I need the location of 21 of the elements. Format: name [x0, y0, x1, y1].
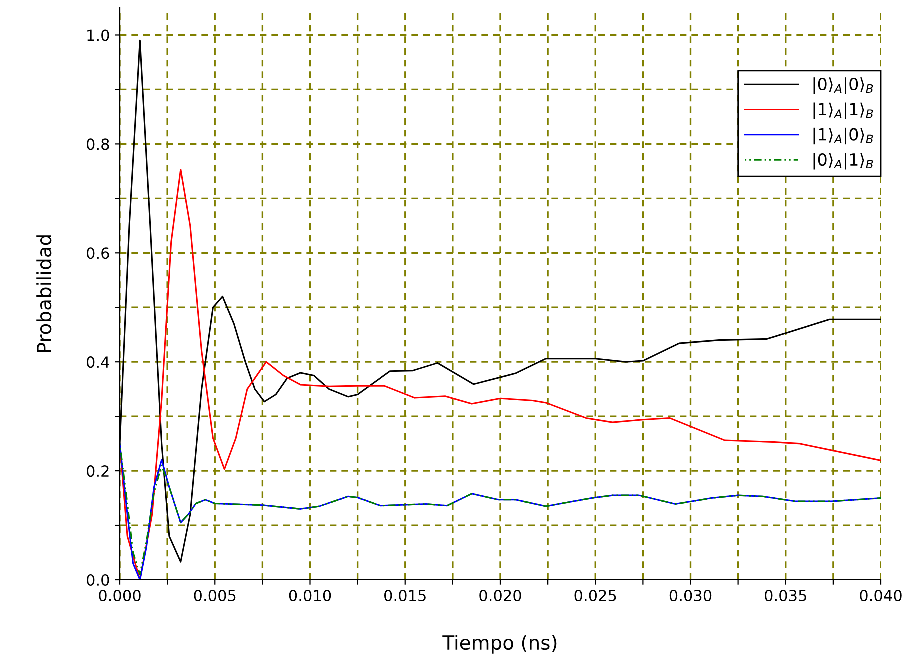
y-axis-title: Probabilidad	[36, 236, 52, 352]
x-tick-label: 0.035	[765, 590, 806, 602]
x-axis-title: Tiempo (ns)	[442, 635, 557, 654]
y-tick-label: 0.2	[86, 466, 109, 478]
legend-label: |1⟩$_{A}$|0⟩$_{B}$	[814, 128, 874, 145]
legend-label: |0⟩$_{A}$|1⟩$_{B}$	[814, 153, 874, 170]
y-tick-label: 0.8	[86, 138, 110, 150]
y-tick-label: 0.0	[86, 574, 110, 586]
x-tick-label: 0.040	[860, 590, 902, 602]
x-tick-label: 0.015	[384, 590, 426, 602]
y-tick-label: 0.4	[86, 356, 110, 368]
x-tick-label: 0.030	[670, 590, 712, 602]
x-tick-label: 0.010	[289, 590, 332, 602]
y-tick-label: 0.6	[86, 248, 110, 260]
x-tick-label: 0.000	[99, 590, 141, 602]
x-tick-label: 0.025	[574, 590, 616, 602]
legend-label: |1⟩$_{A}$|1⟩$_{B}$	[814, 102, 874, 120]
legend-label: |0⟩$_{A}$|0⟩$_{B}$	[814, 78, 874, 94]
x-tick-label: 0.005	[194, 590, 236, 602]
x-tick-label: 0.020	[480, 590, 522, 602]
y-tick-label: 1.0	[88, 30, 110, 42]
